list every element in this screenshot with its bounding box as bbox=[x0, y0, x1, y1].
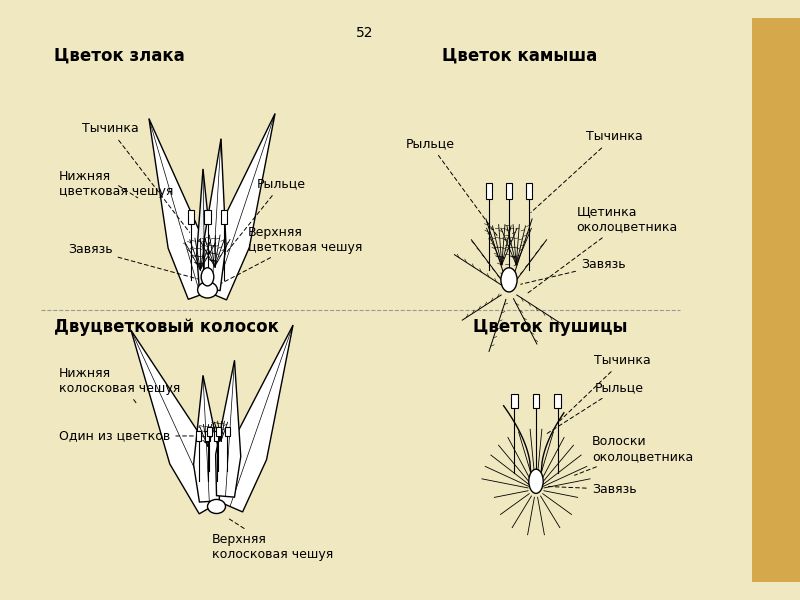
Polygon shape bbox=[216, 361, 241, 497]
Text: Тычинка: Тычинка bbox=[560, 354, 651, 421]
Ellipse shape bbox=[202, 268, 214, 286]
Text: Верхняя
цветковая чешуя: Верхняя цветковая чешуя bbox=[221, 226, 362, 284]
Ellipse shape bbox=[529, 469, 543, 493]
Text: Щетинка
околоцветника: Щетинка околоцветника bbox=[527, 205, 678, 293]
FancyBboxPatch shape bbox=[216, 427, 221, 436]
Text: Волоски
околоцветника: Волоски околоцветника bbox=[574, 435, 693, 475]
Polygon shape bbox=[194, 376, 222, 502]
Polygon shape bbox=[203, 139, 226, 290]
Text: Рыльце: Рыльце bbox=[218, 178, 306, 263]
Text: Завязь: Завязь bbox=[521, 258, 626, 284]
FancyBboxPatch shape bbox=[533, 394, 539, 408]
Ellipse shape bbox=[207, 499, 226, 514]
FancyBboxPatch shape bbox=[207, 427, 211, 436]
FancyBboxPatch shape bbox=[206, 431, 210, 441]
FancyBboxPatch shape bbox=[204, 211, 210, 224]
Text: 52: 52 bbox=[356, 26, 374, 40]
FancyBboxPatch shape bbox=[214, 431, 218, 441]
Polygon shape bbox=[197, 169, 212, 290]
Text: Рыльце: Рыльце bbox=[406, 137, 498, 238]
FancyBboxPatch shape bbox=[554, 394, 561, 408]
Ellipse shape bbox=[198, 282, 218, 298]
Text: Завязь: Завязь bbox=[547, 483, 637, 496]
Polygon shape bbox=[149, 119, 212, 299]
Polygon shape bbox=[218, 325, 293, 512]
FancyBboxPatch shape bbox=[221, 211, 227, 224]
FancyBboxPatch shape bbox=[196, 431, 201, 441]
Text: Рыльце: Рыльце bbox=[546, 381, 643, 434]
Text: Цветок злака: Цветок злака bbox=[54, 46, 186, 64]
Text: Завязь: Завязь bbox=[68, 243, 198, 279]
Text: Один из цветков: Один из цветков bbox=[59, 430, 196, 442]
Text: Цветок пушицы: Цветок пушицы bbox=[473, 318, 627, 336]
Text: Цветок камыша: Цветок камыша bbox=[442, 46, 597, 64]
FancyBboxPatch shape bbox=[526, 183, 532, 199]
Text: Нижняя
колосковая чешуя: Нижняя колосковая чешуя bbox=[59, 367, 180, 404]
Text: Тычинка: Тычинка bbox=[531, 130, 642, 212]
FancyBboxPatch shape bbox=[188, 211, 194, 224]
FancyBboxPatch shape bbox=[486, 183, 492, 199]
Text: Верхняя
колосковая чешуя: Верхняя колосковая чешуя bbox=[212, 518, 334, 561]
Polygon shape bbox=[203, 113, 275, 300]
FancyBboxPatch shape bbox=[506, 183, 512, 199]
Ellipse shape bbox=[501, 268, 517, 292]
Text: Тычинка: Тычинка bbox=[82, 122, 190, 232]
Text: Нижняя
цветковая чешуя: Нижняя цветковая чешуя bbox=[59, 170, 174, 198]
FancyBboxPatch shape bbox=[511, 394, 518, 408]
FancyBboxPatch shape bbox=[225, 427, 230, 436]
Text: Двуцветковый колосок: Двуцветковый колосок bbox=[54, 318, 279, 336]
Polygon shape bbox=[131, 330, 225, 514]
